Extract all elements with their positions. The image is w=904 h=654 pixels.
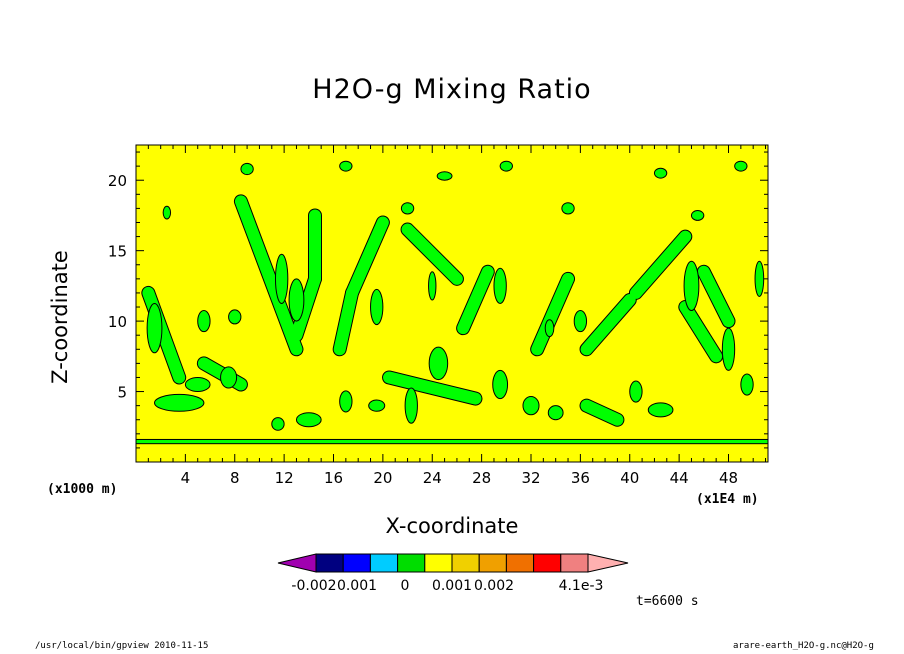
- y-tick-label: 20: [108, 172, 127, 190]
- colorbar-segment: [424, 553, 453, 573]
- y-tick-label: 10: [108, 313, 127, 331]
- contour-blob: [740, 373, 754, 396]
- contour-blob: [339, 390, 353, 413]
- contour-blob: [271, 417, 285, 431]
- contour-blob: [154, 393, 205, 412]
- colorbar-segment: [315, 553, 344, 573]
- colorbar-under-arrow: [277, 553, 317, 573]
- contour-streak: [290, 272, 321, 342]
- surface-band: [136, 438, 768, 445]
- chart-title: H2O-g Mixing Ratio: [312, 74, 592, 105]
- colorbar-segment: [369, 553, 399, 573]
- contour-blob: [683, 260, 700, 312]
- contour-blob: [146, 303, 163, 354]
- contour-blob: [368, 399, 386, 412]
- contour-streak: [383, 371, 482, 405]
- contour-blob: [522, 395, 540, 416]
- contour-blob: [721, 327, 736, 371]
- contour-blob: [370, 288, 384, 326]
- contour-blob: [499, 160, 513, 172]
- background-level: [136, 145, 768, 462]
- contour-blob: [690, 210, 705, 221]
- contour-blob: [629, 380, 643, 403]
- contour-streak: [346, 216, 389, 299]
- colorbar-segment: [478, 553, 507, 573]
- contour-streak: [580, 399, 624, 426]
- contour-streak: [333, 286, 359, 356]
- contour-blob: [295, 412, 322, 428]
- colorbar-label: -0.002: [291, 578, 336, 594]
- contour-blob: [436, 171, 453, 181]
- contour-blob: [734, 160, 748, 172]
- contour-blob: [228, 309, 242, 325]
- x-tick-label: 24: [423, 469, 442, 487]
- contour-blob: [647, 402, 674, 418]
- x-axis-label: X-coordinate: [385, 514, 519, 538]
- colorbar-label: 0: [401, 578, 410, 594]
- contour-streak: [580, 293, 636, 356]
- x-tick-label: 44: [670, 469, 689, 487]
- contour-streak: [679, 301, 723, 363]
- contour-streak: [234, 195, 303, 356]
- contour-blob: [544, 319, 555, 338]
- contour-streak: [401, 223, 463, 285]
- colorbar-label: 0.002: [474, 578, 514, 594]
- colorbar-segment: [505, 553, 535, 573]
- contour-blob: [220, 366, 238, 389]
- x-tick-label: 28: [472, 469, 491, 487]
- contour-blob: [492, 369, 509, 400]
- contour-blob: [274, 253, 289, 305]
- footer-command: /usr/local/bin/gpview 2010-11-15: [35, 641, 209, 651]
- contour-blob: [400, 202, 415, 215]
- colorbar-segment: [560, 553, 589, 573]
- x-tick-label: 32: [521, 469, 540, 487]
- colorbar-label: 0.001: [337, 578, 377, 594]
- contour-blob: [547, 405, 564, 421]
- footer-source: arare-earth_H2O-g.nc@H2O-g: [733, 641, 874, 651]
- x-tick-label: 16: [324, 469, 343, 487]
- x-tick-label: 8: [230, 469, 240, 487]
- colorbar-segment: [397, 553, 426, 573]
- x-tick-label: 4: [181, 469, 191, 487]
- x-tick-label: 12: [275, 469, 294, 487]
- colorbar-over-arrow: [587, 553, 629, 573]
- contour-blob: [561, 202, 575, 215]
- y-tick-label: 5: [117, 384, 127, 402]
- contour-blob: [428, 346, 449, 381]
- contour-blob: [653, 167, 668, 179]
- colorbar-segment: [533, 553, 562, 573]
- contour-streak: [697, 265, 735, 328]
- z-unit-label: (x1000 m): [47, 482, 118, 497]
- contour-blob: [573, 310, 588, 333]
- contour-blob: [339, 160, 353, 172]
- contour-blob: [288, 278, 305, 322]
- contour-streak: [629, 230, 692, 299]
- contour-blob: [162, 205, 172, 220]
- colorbar-label: 4.1e-3: [559, 578, 604, 594]
- contour-blob: [240, 162, 254, 176]
- contour-blob: [184, 376, 211, 393]
- colorbar-segment: [451, 553, 480, 573]
- contour-streak: [457, 265, 494, 335]
- x-tick-label: 20: [373, 469, 392, 487]
- colorbar-label: 0.001: [432, 578, 472, 594]
- plot-frame: [135, 144, 769, 463]
- contour-blob: [197, 310, 211, 333]
- x-tick-label: 48: [719, 469, 738, 487]
- colorbar-segment: [342, 553, 371, 573]
- x-tick-label: 36: [571, 469, 590, 487]
- contour-blob: [754, 260, 765, 297]
- contour-blob: [493, 267, 507, 304]
- x-unit-label: (x1E4 m): [696, 492, 759, 507]
- time-label: t=6600 s: [636, 594, 699, 609]
- x-tick-label: 40: [620, 469, 639, 487]
- y-tick-label: 15: [108, 243, 127, 261]
- contour-blob: [428, 271, 437, 301]
- contour-blob: [404, 387, 418, 424]
- contour-streak: [531, 272, 575, 356]
